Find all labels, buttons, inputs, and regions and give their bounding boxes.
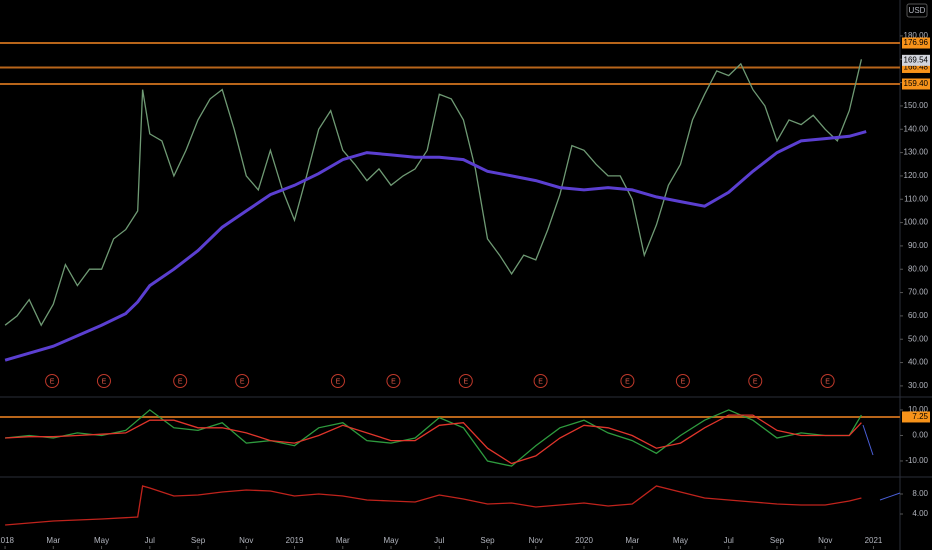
earnings-marker [820,374,835,388]
last-price-box [902,54,930,66]
x-tick-label: Jul [434,536,444,545]
x-tick-label: May [383,536,398,545]
x-tick-label: Nov [529,536,543,545]
y-tick-label: 30.00 [908,381,929,390]
earnings-marker [533,374,548,388]
x-tick-label: Sep [191,536,206,545]
y-tick-label: 110.00 [904,194,928,203]
x-tick-label: Mar [336,536,350,545]
series-line [4,130,867,362]
series-line [5,414,862,465]
y-tick-label: 80.00 [908,264,929,273]
x-tick-label: Sep [770,536,785,545]
x-tick-label: Nov [818,536,832,545]
x-tick-label: Jul [145,536,155,545]
y-tick-label: 4.00 [912,509,928,518]
earnings-label: E [538,378,543,385]
earnings-label: E [753,378,758,385]
series-line [4,59,863,327]
earnings-marker [386,374,401,388]
level-label: 159.40 [904,79,929,88]
x-tick-label: Mar [46,536,60,545]
x-tick-label: May [94,536,109,545]
x-tick-label: 2018 [0,536,15,545]
y-tick-label: 180.00 [904,31,929,40]
earnings-label: E [625,378,630,385]
level-label: 176.96 [904,38,929,47]
earnings-label: E [50,378,55,385]
earnings-marker [235,374,250,388]
y-tick-label: 100.00 [904,218,929,227]
currency-label[interactable]: USD [909,6,926,15]
level-label-box [902,61,930,73]
x-tick-label: 2019 [286,536,304,545]
earnings-marker [748,374,763,388]
level-label: 166.48 [904,63,929,72]
earnings-label: E [336,378,341,385]
level-label-box [902,78,930,90]
y-tick-label: 10.00 [908,405,929,414]
y-tick-label: 50.00 [908,334,929,343]
y-tick-label: 60.00 [908,311,929,320]
earnings-marker [330,374,345,388]
earnings-label: E [178,378,183,385]
level-label: 7.25 [912,412,928,421]
earnings-label: E [681,378,686,385]
x-tick-label: Mar [625,536,639,545]
y-tick-label: 8.00 [912,489,928,498]
earnings-marker [458,374,473,388]
annotation-arrow [862,424,874,456]
y-tick-label: 130.00 [904,148,929,157]
y-tick-label: 140.00 [904,124,929,133]
level-label-box [902,411,930,423]
y-tick-label: 0.00 [912,431,928,440]
x-tick-label: Sep [480,536,495,545]
earnings-label: E [102,378,107,385]
y-tick-label: 90.00 [908,241,929,250]
earnings-label: E [240,378,245,385]
earnings-label: E [463,378,468,385]
y-tick-label: -10.00 [905,456,928,465]
earnings-label: E [391,378,396,385]
level-label-box [902,37,930,49]
y-tick-label: 150.00 [904,101,929,110]
series-line [5,409,862,467]
earnings-marker [675,374,690,388]
y-tick-label: 40.00 [908,358,929,367]
y-tick-label: 120.00 [904,171,929,180]
earnings-marker [96,374,111,388]
x-tick-label: 2020 [575,536,593,545]
earnings-label: E [825,378,830,385]
y-tick-label: 70.00 [908,288,929,297]
earnings-marker [620,374,635,388]
x-tick-label: 2021 [865,536,883,545]
annotation-arrow [879,492,901,501]
x-tick-label: Nov [239,536,253,545]
earnings-marker [45,374,60,388]
last-price-label: 169.54 [904,55,929,64]
x-tick-label: Jul [724,536,734,545]
earnings-marker [173,374,188,388]
currency-box[interactable] [906,3,928,18]
x-tick-label: May [673,536,688,545]
series-line [5,485,862,526]
